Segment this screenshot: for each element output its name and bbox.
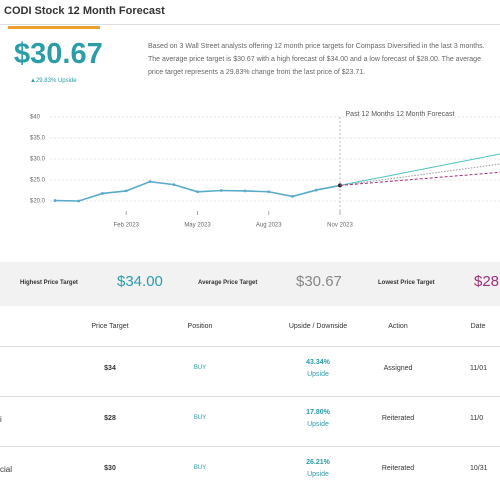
price-target: $34 <box>104 365 116 372</box>
x-tick-label: Aug 2023 <box>256 223 282 229</box>
y-tick-label: $35.0 <box>30 136 46 142</box>
price-point <box>172 183 176 187</box>
action: Reiterated <box>381 465 415 472</box>
upside: 26.21% <box>306 459 330 466</box>
price-change: ▲29.83% Upside <box>30 78 77 84</box>
y-tick-label: $20.0 <box>30 199 46 205</box>
price-point <box>196 190 199 194</box>
upside-label: Upside <box>307 471 329 478</box>
column-header: Position <box>187 323 213 330</box>
y-tick-label: $25.0 <box>30 178 46 184</box>
action: Assigned <box>383 365 413 372</box>
x-tick-label: Feb 2023 <box>114 223 140 229</box>
price-target: $28 <box>104 415 116 422</box>
target-value: $34.00 <box>117 273 163 290</box>
target-label: Lowest Price Target <box>378 280 435 286</box>
forecast-line <box>339 171 500 186</box>
price-point <box>124 189 128 193</box>
upside: 43.34% <box>306 359 330 366</box>
date: 10/31 <box>470 465 488 472</box>
column-header: Price Target <box>91 323 129 330</box>
page-title: CODI Stock 12 Month Forecast <box>4 5 165 17</box>
column-header: Action <box>388 323 408 330</box>
table-row: i $28 BUY 17.80% Upside Reiterated 11/0 <box>0 396 500 447</box>
analyst: cial <box>0 465 13 474</box>
target-label: Highest Price Target <box>20 280 78 286</box>
price-point <box>101 192 104 195</box>
table-row: $34 BUY 43.34% Upside Assigned 11/01 <box>0 346 500 397</box>
column-header: Upside / Downside <box>288 323 348 330</box>
forecast-line <box>339 153 500 186</box>
y-tick-label: $40 <box>30 115 41 121</box>
position: BUY <box>193 365 207 371</box>
date: 11/0 <box>470 415 484 422</box>
price-point <box>243 189 247 193</box>
date: 11/01 <box>470 365 487 372</box>
price-point <box>148 180 152 184</box>
x-tick-label: Nov 2023 <box>327 223 353 229</box>
summary-text: Based on 3 Wall Street analysts offering… <box>148 43 485 76</box>
target-label: Average Price Target <box>198 280 258 286</box>
target-value: $28.00 <box>474 273 500 290</box>
chart: Past 12 Months 12 Month Forecast $20.0 $2… <box>30 111 500 229</box>
position: BUY <box>193 465 207 471</box>
column-header: Date <box>470 323 486 330</box>
analyst: i <box>0 415 2 424</box>
price-point <box>314 188 318 192</box>
upside-label: Upside <box>307 371 329 378</box>
average-price: $30.67 <box>14 38 103 70</box>
price-point <box>291 194 294 198</box>
price-target: $30 <box>104 465 116 472</box>
forecast-line <box>339 163 500 186</box>
upside: 17.80% <box>306 409 330 416</box>
table-row: cial $30 BUY 26.21% Upside Reiterated 10/31 <box>0 446 500 497</box>
title-underline <box>8 26 100 29</box>
title-bar: CODI Stock 12 Month Forecast <box>0 0 500 25</box>
action: Reiterated <box>381 415 415 422</box>
targets-bar: Highest Price Target $34.00 Average Pric… <box>0 262 500 306</box>
x-tick-label: May 2023 <box>184 223 211 229</box>
y-tick-label: $30.0 <box>30 157 46 163</box>
position: BUY <box>193 415 207 421</box>
upside-label: Upside <box>307 421 329 428</box>
chart-title: Past 12 Months 12 Month Forecast <box>346 111 455 118</box>
price-point <box>219 189 223 192</box>
price-point <box>77 199 81 203</box>
price-point <box>267 190 271 194</box>
table: Price Target Position Upside / Downside Act… <box>0 306 500 500</box>
target-value: $30.67 <box>296 273 342 290</box>
price-point <box>53 199 57 202</box>
